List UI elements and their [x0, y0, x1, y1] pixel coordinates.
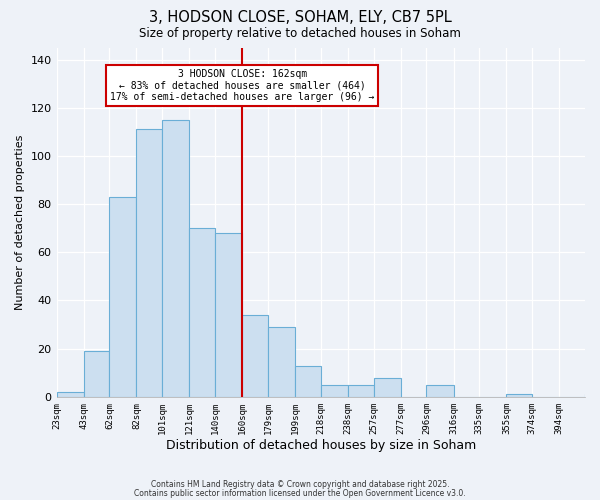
Text: Contains public sector information licensed under the Open Government Licence v3: Contains public sector information licen…: [134, 489, 466, 498]
Text: Size of property relative to detached houses in Soham: Size of property relative to detached ho…: [139, 28, 461, 40]
Bar: [56, 392, 83, 397]
Bar: [348, 385, 374, 397]
Bar: [162, 120, 190, 397]
Text: 3 HODSON CLOSE: 162sqm
← 83% of detached houses are smaller (464)
17% of semi-de: 3 HODSON CLOSE: 162sqm ← 83% of detached…: [110, 69, 374, 102]
Bar: [295, 366, 321, 397]
Bar: [83, 351, 109, 397]
Text: 3, HODSON CLOSE, SOHAM, ELY, CB7 5PL: 3, HODSON CLOSE, SOHAM, ELY, CB7 5PL: [149, 10, 451, 25]
Bar: [506, 394, 532, 397]
Bar: [321, 385, 348, 397]
Bar: [109, 197, 136, 397]
X-axis label: Distribution of detached houses by size in Soham: Distribution of detached houses by size …: [166, 440, 476, 452]
Text: Contains HM Land Registry data © Crown copyright and database right 2025.: Contains HM Land Registry data © Crown c…: [151, 480, 449, 489]
Bar: [427, 385, 454, 397]
Bar: [585, 394, 600, 397]
Bar: [136, 130, 162, 397]
Bar: [374, 378, 401, 397]
Bar: [190, 228, 215, 397]
Bar: [215, 233, 242, 397]
Bar: [268, 327, 295, 397]
Bar: [242, 315, 268, 397]
Y-axis label: Number of detached properties: Number of detached properties: [15, 134, 25, 310]
